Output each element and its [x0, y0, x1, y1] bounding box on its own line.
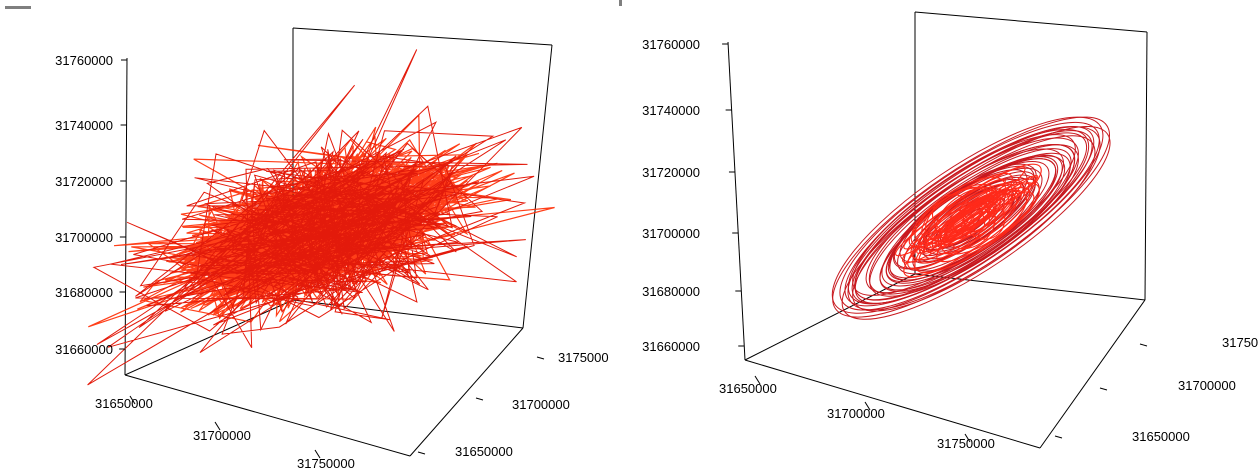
vertical-tick-label: 31740000	[55, 118, 113, 133]
vertical-tick-label: 31660000	[55, 342, 113, 357]
series-ellipse	[852, 135, 1096, 312]
series-ellipse	[832, 116, 1110, 318]
right-tick-label: 3175000	[558, 350, 609, 365]
series-ellipse-core	[918, 190, 1022, 264]
right-tick	[417, 451, 426, 455]
axis-edge-6	[914, 11, 1148, 33]
chart-right: 31660000 31680000 31700000 31720000 31740000…	[642, 11, 1258, 451]
right-tick-label: 31650000	[1132, 429, 1190, 444]
right-tick-label: 31650000	[455, 444, 513, 459]
series-ellipse	[844, 125, 1095, 307]
series-ellipse-core	[924, 189, 997, 241]
front-tick-label: 31650000	[95, 396, 153, 411]
axis-edge-2	[744, 273, 916, 361]
axis-edge-0	[124, 57, 128, 376]
front-tick-label: 31700000	[827, 406, 885, 421]
vertical-tick-label: 31740000	[642, 103, 700, 118]
series-ellipse-core	[925, 186, 993, 242]
axis-edge-2	[124, 299, 294, 376]
front-tick	[129, 395, 136, 405]
axis-edge-7	[409, 327, 524, 457]
vertical-tick-label: 31700000	[55, 230, 113, 245]
series-ellipse-core	[935, 193, 1018, 255]
right-tick	[1099, 387, 1108, 391]
front-tick	[864, 401, 871, 411]
series-ellipse	[831, 116, 1104, 314]
series-ellipse-core	[959, 202, 986, 232]
right-tick-label: 31700000	[512, 397, 570, 412]
vertical-tick-label: 31760000	[55, 53, 113, 68]
front-tick-label: 31650000	[719, 381, 777, 396]
axis-edge-4	[292, 299, 524, 329]
front-tick-label: 31700000	[193, 428, 251, 443]
axis-edge-5	[1144, 31, 1148, 301]
window-corner-mark-left	[5, 6, 31, 9]
axis-edge-0	[727, 41, 746, 361]
front-tick	[214, 421, 221, 431]
axis-edge-1	[744, 359, 1041, 449]
right-tick-label: 31700000	[1178, 378, 1236, 393]
window-corner-mark-mid	[619, 0, 622, 6]
vertical-tick-label: 31720000	[642, 165, 700, 180]
chart-left: 31660000 31680000 31700000 31720000 31740000…	[55, 27, 609, 471]
vertical-tick-label: 31700000	[642, 226, 700, 241]
front-tick	[754, 375, 761, 385]
right-tick	[1054, 435, 1063, 439]
series-ellipse-core	[903, 178, 1006, 250]
right-tick	[1139, 343, 1148, 347]
front-tick-label: 31750000	[937, 436, 995, 451]
vertical-tick-label: 31680000	[55, 285, 113, 300]
series-ellipse-core	[947, 203, 989, 234]
vertical-tick-label: 31660000	[642, 339, 700, 354]
front-tick-label: 31750000	[297, 456, 355, 471]
vertical-tick-label: 31720000	[55, 174, 113, 189]
right-tick-label: 31750000	[1222, 335, 1258, 350]
series-ellipse-core	[910, 183, 1017, 261]
series-line-outer	[87, 49, 535, 386]
axis-edge-6	[292, 27, 553, 46]
series-ellipse-core	[903, 187, 1031, 278]
front-tick	[964, 433, 971, 443]
series-ellipse-core	[910, 176, 1006, 249]
axis-edge-4	[914, 273, 1146, 301]
vertical-tick-label: 31760000	[642, 37, 700, 52]
axis-edge-7	[1039, 299, 1146, 449]
vertical-tick-label: 31680000	[642, 284, 700, 299]
front-tick	[314, 449, 321, 459]
right-tick	[536, 356, 545, 360]
right-tick	[475, 397, 484, 401]
axis-edge-1	[124, 374, 411, 457]
series-ellipse-core	[938, 182, 1031, 246]
axis-edge-5	[522, 44, 553, 329]
